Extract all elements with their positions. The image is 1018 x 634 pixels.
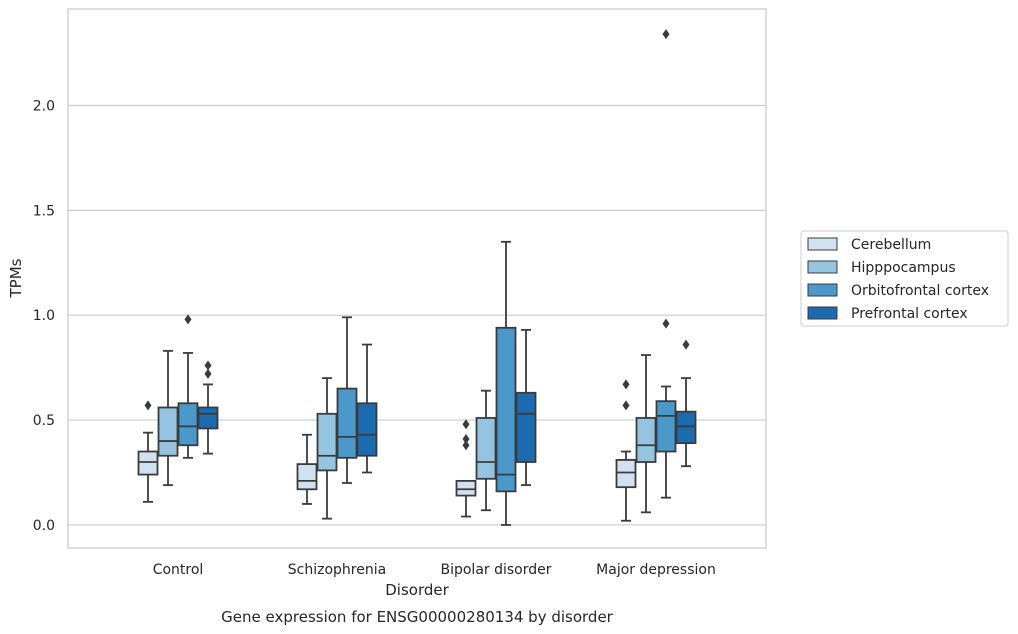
legend: Cerebellum Hipppocampus Orbitofrontal cort… — [800, 230, 1009, 327]
box-iqr — [515, 391, 537, 463]
legend-items: Cerebellum Hipppocampus Orbitofrontal cort… — [807, 237, 989, 322]
box-iqr — [655, 400, 677, 453]
series-hipppocampus — [157, 349, 657, 520]
series-cerebellum — [137, 379, 637, 522]
x-tick-label: Control — [153, 562, 204, 578]
legend-swatch — [807, 237, 838, 251]
legend-label: Prefrontal cortex — [851, 306, 968, 322]
series-prefrontal-cortex — [197, 328, 697, 486]
box — [336, 316, 358, 484]
box — [515, 328, 537, 486]
box-iqr — [336, 387, 358, 459]
box — [495, 240, 517, 526]
box — [675, 339, 697, 468]
box-iqr — [197, 406, 219, 430]
series-orbitofrontal-cortex — [177, 29, 677, 526]
outlier-point — [682, 339, 690, 350]
legend-swatch — [807, 283, 838, 297]
outlier-point — [204, 360, 212, 371]
box-iqr — [495, 326, 517, 493]
legend-label: Orbitofrontal cortex — [851, 283, 989, 299]
box-plot-series — [137, 29, 697, 526]
box — [635, 354, 657, 514]
box — [356, 343, 378, 474]
y-tick-label: 0.5 — [33, 413, 55, 429]
box-iqr — [296, 463, 318, 491]
box-iqr — [475, 417, 497, 480]
legend-frame — [800, 230, 1009, 327]
legend-swatch — [807, 260, 838, 274]
box — [137, 400, 159, 503]
outlier-point — [462, 419, 470, 430]
chart-caption: Gene expression for ENSG00000280134 by d… — [221, 608, 614, 626]
legend-swatch — [807, 306, 838, 320]
y-tick-label: 1.0 — [33, 308, 55, 324]
box — [157, 349, 179, 486]
box — [615, 379, 637, 522]
y-tick-label: 0.0 — [33, 518, 55, 534]
grid-lines — [68, 104, 766, 526]
y-axis-label: TPMs — [7, 258, 25, 298]
x-axis-label: Disorder — [385, 581, 449, 599]
outlier-point — [622, 400, 630, 411]
box — [316, 377, 338, 520]
box — [475, 389, 497, 512]
box-iqr — [157, 406, 179, 457]
box-iqr — [177, 402, 199, 447]
y-tick-label: 1.5 — [33, 203, 55, 219]
outlier-point — [462, 433, 470, 444]
outlier-point — [204, 368, 212, 379]
y-tick-label: 2.0 — [33, 98, 55, 114]
box-iqr — [675, 410, 697, 445]
box — [197, 360, 219, 455]
box — [455, 419, 477, 518]
box — [177, 314, 199, 459]
x-tick-label: Schizophrenia — [288, 562, 386, 578]
outlier-point — [622, 379, 630, 390]
outlier-point — [662, 318, 670, 329]
y-axis-ticks: 0.0 0.5 1.0 1.5 2.0 — [33, 98, 55, 533]
box-iqr — [615, 459, 637, 489]
box-iqr — [635, 417, 657, 463]
x-tick-label: Bipolar disorder — [440, 562, 551, 578]
box-iqr — [316, 412, 338, 472]
outlier-point — [462, 440, 470, 451]
outlier-point — [184, 314, 192, 325]
box-iqr — [356, 402, 378, 457]
legend-label: Hipppocampus — [851, 260, 956, 276]
plot-area-frame — [67, 8, 767, 549]
box — [296, 433, 318, 505]
outlier-point — [144, 400, 152, 411]
legend-label: Cerebellum — [851, 237, 931, 253]
box-iqr — [137, 450, 159, 476]
box-iqr — [455, 479, 477, 497]
x-tick-label: Major depression — [596, 562, 716, 578]
x-axis-ticks: Control Schizophrenia Bipolar disorder Majo… — [153, 562, 716, 578]
outlier-point — [662, 29, 670, 40]
box — [655, 29, 677, 499]
